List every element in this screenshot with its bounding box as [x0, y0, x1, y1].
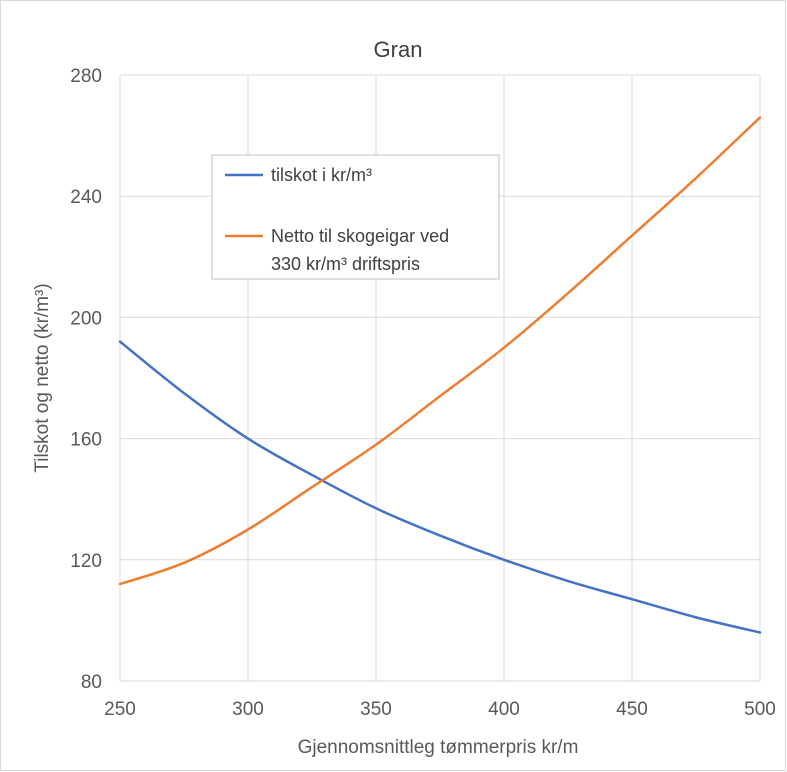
x-tick-450: 450 — [616, 699, 648, 720]
legend-box — [211, 154, 500, 280]
y-axis-ticks: 80 120 160 200 240 280 — [70, 66, 102, 693]
chart-title: Gran — [374, 37, 423, 62]
x-axis-label: Gjennomsnittleg tømmerpris kr/m — [298, 737, 579, 758]
legend: tilskot i kr/m³ Netto til skogeigar ved … — [211, 154, 500, 280]
series-line-1 — [118, 116, 762, 586]
y-tick-120: 120 — [70, 551, 102, 572]
x-axis-ticks: 250 300 350 400 450 500 — [104, 699, 776, 720]
x-tick-350: 350 — [360, 699, 392, 720]
legend-label-tilskot: tilskot i kr/m³ — [271, 165, 372, 185]
y-tick-280: 280 — [70, 66, 102, 87]
y-tick-160: 160 — [70, 430, 102, 451]
x-tick-300: 300 — [232, 699, 264, 720]
y-axis-label: Tilskot og netto (kr/m³) — [32, 283, 53, 472]
series-line-0 — [118, 340, 762, 634]
legend-label-netto-line2: 330 kr/m³ driftspris — [271, 254, 420, 274]
x-tick-400: 400 — [488, 699, 520, 720]
y-tick-240: 240 — [70, 187, 102, 208]
legend-label-netto-line1: Netto til skogeigar ved — [271, 226, 449, 246]
x-tick-500: 500 — [744, 699, 776, 720]
y-tick-200: 200 — [70, 308, 102, 329]
series-group — [118, 116, 762, 634]
y-tick-80: 80 — [81, 672, 102, 693]
x-tick-250: 250 — [104, 699, 136, 720]
